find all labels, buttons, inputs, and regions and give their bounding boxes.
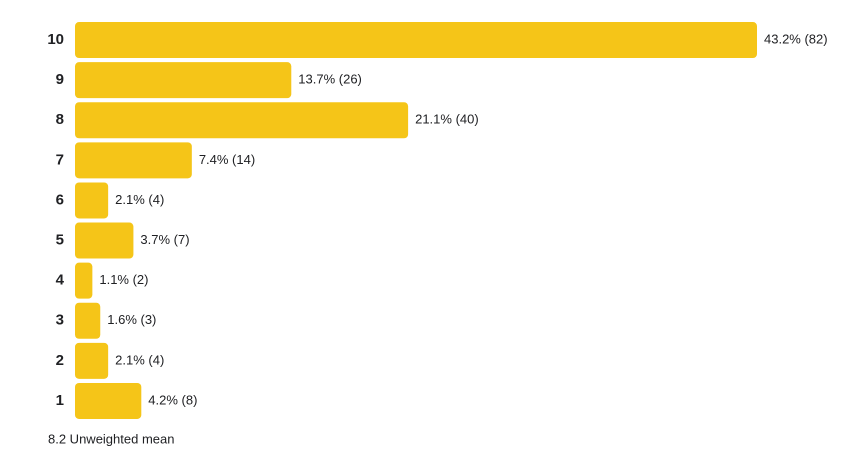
- y-tick-label: 3: [56, 312, 64, 329]
- y-tick-label: 9: [56, 71, 64, 88]
- data-label: 7.4% (14): [199, 152, 255, 167]
- data-label: 13.7% (26): [298, 72, 362, 87]
- y-tick-label: 1: [56, 392, 64, 409]
- bar: [75, 182, 109, 219]
- y-tick-label: 2: [56, 352, 64, 369]
- data-label: 2.1% (4): [115, 352, 164, 367]
- bar: [75, 222, 134, 259]
- data-label: 3.7% (7): [140, 232, 189, 247]
- data-label: 1.6% (3): [107, 312, 156, 327]
- y-tick-label: 8: [56, 111, 64, 128]
- bar: [75, 302, 101, 339]
- y-tick-label: 4: [56, 272, 65, 289]
- data-label: 1.1% (2): [99, 272, 148, 287]
- data-label: 4.2% (8): [148, 392, 197, 407]
- footnote: 8.2 Unweighted mean: [48, 431, 174, 446]
- bar: [75, 142, 192, 179]
- data-label: 2.1% (4): [115, 192, 164, 207]
- bar: [75, 62, 292, 99]
- data-label: 21.1% (40): [415, 112, 479, 127]
- y-tick-label: 10: [47, 31, 64, 48]
- bar: [75, 102, 409, 139]
- y-tick-label: 7: [56, 151, 64, 168]
- y-tick-label: 6: [56, 191, 64, 208]
- bar: [75, 262, 93, 299]
- bar: [75, 22, 757, 59]
- data-label: 43.2% (82): [764, 31, 828, 46]
- bar: [75, 342, 109, 379]
- y-tick-label: 5: [56, 232, 64, 249]
- bar: [75, 382, 142, 419]
